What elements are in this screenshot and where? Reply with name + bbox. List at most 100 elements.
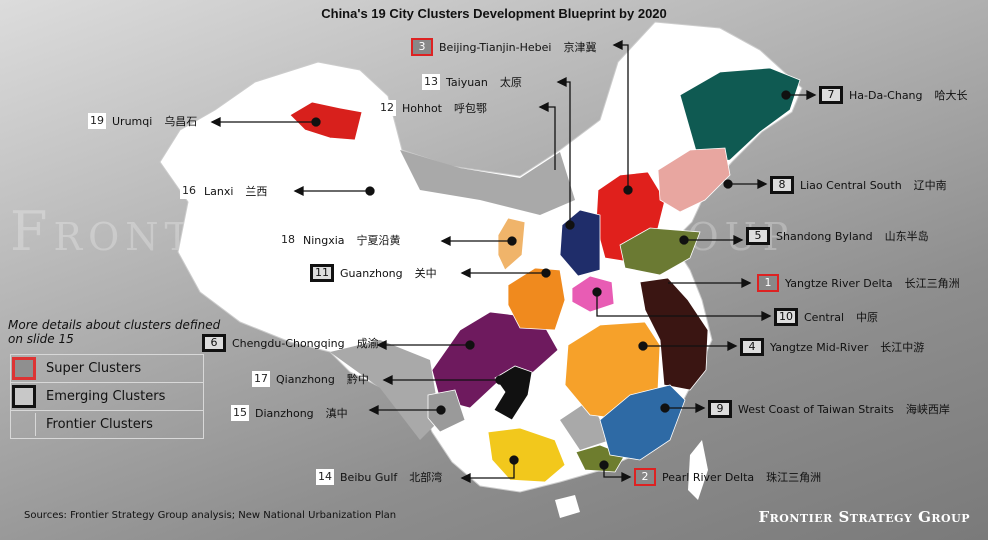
cluster-region-8 (657, 147, 731, 213)
legend-label: Super Clusters (46, 361, 142, 376)
cluster-name: Guanzhong (340, 266, 403, 280)
cluster-number-badge: 10 (774, 308, 798, 326)
cluster-dot (507, 236, 517, 246)
cluster-dot (541, 268, 551, 278)
arrowhead (757, 178, 768, 190)
cluster-dot (623, 185, 633, 195)
cluster-label-6: 6 Chengdu-Chongqing 成渝 (202, 334, 379, 352)
cluster-name: Beijing-Tianjin-Hebei (439, 40, 552, 54)
cluster-name: Ningxia (303, 233, 345, 247)
arrowhead (727, 340, 738, 352)
cluster-label-5: 5 Shandong Byland 山东半岛 (746, 227, 929, 245)
legend-label: Frontier Clusters (46, 417, 153, 432)
arrowhead (368, 404, 379, 416)
cluster-label-12: 12 Hohhot 呼包鄂 (378, 100, 487, 116)
cluster-number-badge: 19 (88, 113, 106, 129)
cluster-number-badge: 12 (378, 100, 396, 116)
arrowhead (538, 101, 549, 113)
legend-label: Emerging Clusters (46, 389, 166, 404)
legend-row-frontier: Frontier Clusters (11, 411, 203, 438)
cluster-name: West Coast of Taiwan Straits (738, 402, 894, 416)
cluster-dot (465, 340, 475, 350)
cluster-chinese-name: 海峡西岸 (905, 403, 950, 416)
sources: Sources: Frontier Strategy Group analysi… (24, 510, 397, 521)
cluster-label-14: 14 Beibu Gulf 北部湾 (316, 469, 442, 485)
map-title: China's 19 City Clusters Development Blu… (321, 6, 667, 21)
cluster-number-badge: 16 (180, 183, 198, 199)
cluster-dot (723, 179, 733, 189)
cluster-label-9: 9 West Coast of Taiwan Straits 海峡西岸 (708, 400, 950, 418)
cluster-label-1: 1 Yangtze River Delta 长江三角洲 (757, 274, 960, 292)
cluster-dot (509, 455, 519, 465)
cluster-dot (365, 186, 375, 196)
cluster-chinese-name: 长江中游 (880, 341, 925, 354)
arrowhead (460, 267, 471, 279)
cluster-chinese-name: 乌昌石 (164, 115, 198, 128)
cluster-name: Liao Central South (800, 178, 902, 192)
cluster-name: Shandong Byland (776, 229, 873, 243)
cluster-chinese-name: 关中 (414, 267, 437, 280)
cluster-chinese-name: 长江三角洲 (904, 277, 960, 290)
cluster-chinese-name: 宁夏沿黄 (356, 234, 401, 247)
cluster-region-7 (679, 67, 801, 166)
cluster-chinese-name: 滇中 (325, 407, 348, 420)
cluster-number-badge: 2 (634, 468, 656, 486)
legend: Super Clusters Emerging Clusters Frontie… (10, 354, 204, 439)
cluster-chinese-name: 辽中南 (913, 179, 947, 192)
cluster-dot (781, 90, 791, 100)
cluster-chinese-name: 山东半岛 (884, 230, 929, 243)
gray-region (400, 150, 575, 215)
cluster-chinese-name: 哈大长 (934, 89, 968, 102)
cluster-region-11 (507, 267, 566, 331)
cluster-chinese-name: 京津冀 (563, 41, 597, 54)
cluster-name: Yangtze Mid-River (770, 340, 869, 354)
cluster-name: Yangtze River Delta (785, 276, 893, 290)
arrowhead (376, 339, 387, 351)
cluster-name: Qianzhong (276, 372, 335, 386)
fsg-logo: Frontier Strategy Group (758, 508, 970, 526)
cluster-label-11: 11 Guanzhong 关中 (310, 264, 437, 282)
legend-row-emerging: Emerging Clusters (11, 383, 203, 411)
cluster-label-15: 15 Dianzhong 滇中 (231, 405, 348, 421)
cluster-number-badge: 17 (252, 371, 270, 387)
cluster-label-7: 7 Ha-Da-Chang 哈大长 (819, 86, 968, 104)
cluster-dot (679, 235, 689, 245)
cluster-label-16: 16 Lanxi 兰西 (180, 183, 267, 199)
cluster-label-3: 3 Beijing-Tianjin-Hebei 京津冀 (411, 38, 596, 56)
leader-line-14 (462, 460, 515, 479)
cluster-label-8: 8 Liao Central South 辽中南 (770, 176, 947, 194)
legend-row-super: Super Clusters (11, 355, 203, 383)
cluster-number-badge: 18 (279, 232, 297, 248)
cluster-chinese-name: 太原 (499, 76, 522, 89)
cluster-name: Taiyuan (446, 75, 488, 89)
cluster-chinese-name: 珠江三角洲 (766, 471, 822, 484)
cluster-number-badge: 4 (740, 338, 764, 356)
cluster-chinese-name: 北部湾 (409, 471, 443, 484)
cluster-name: Hohhot (402, 101, 442, 115)
cluster-name: Dianzhong (255, 406, 314, 420)
cluster-label-2: 2 Pearl River Delta 珠江三角洲 (634, 468, 821, 486)
cluster-name: Pearl River Delta (662, 470, 755, 484)
arrowhead (612, 39, 623, 51)
cluster-region-1 (639, 277, 709, 391)
cluster-number-badge: 15 (231, 405, 249, 421)
cluster-chinese-name: 呼包鄂 (454, 102, 487, 115)
arrowhead (382, 374, 393, 386)
cluster-number-badge: 9 (708, 400, 732, 418)
cluster-label-13: 13 Taiyuan 太原 (422, 74, 522, 90)
cluster-label-10: 10 Central 中原 (774, 308, 878, 326)
arrowhead (761, 310, 772, 322)
arrowhead (741, 277, 752, 289)
arrowhead (695, 402, 706, 414)
arrowhead (440, 235, 451, 247)
cluster-region-14 (487, 427, 566, 483)
cluster-dot (638, 341, 648, 351)
cluster-name: Urumqi (112, 114, 153, 128)
cluster-dot (565, 220, 575, 230)
arrowhead (556, 76, 567, 88)
cluster-dot (599, 460, 609, 470)
cluster-region-15 (427, 389, 466, 433)
cluster-name: Beibu Gulf (340, 470, 398, 484)
cluster-name: Ha-Da-Chang (849, 88, 923, 102)
